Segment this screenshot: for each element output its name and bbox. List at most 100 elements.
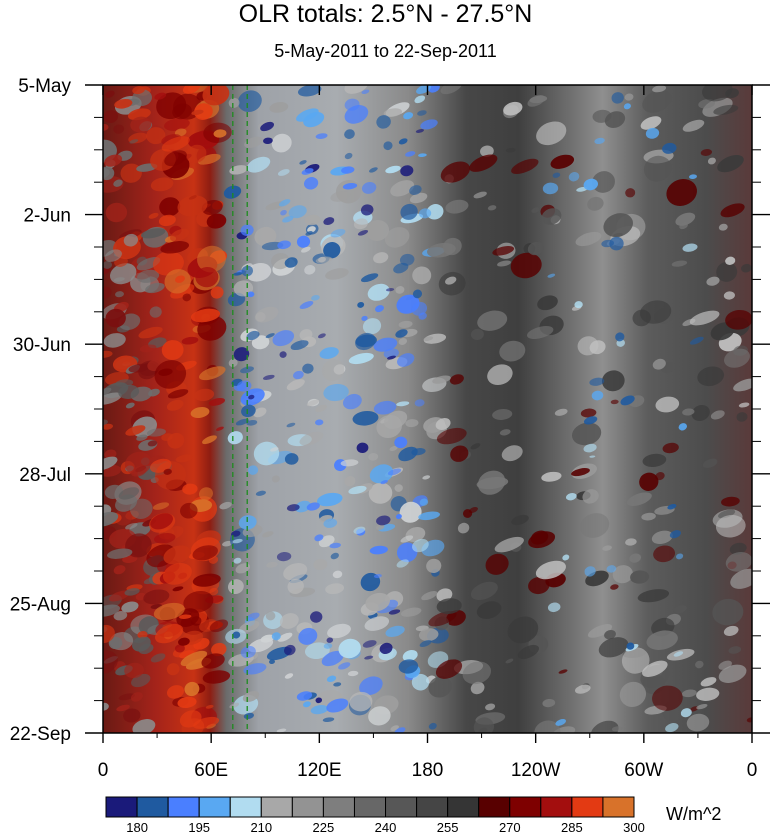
field-blob <box>310 611 323 623</box>
field-blob <box>718 664 747 683</box>
field-blob <box>210 286 224 299</box>
field-blob <box>399 253 415 266</box>
field-blob <box>115 291 124 298</box>
field-blob <box>724 348 750 368</box>
field-blob <box>449 374 464 385</box>
field-blob <box>355 332 376 351</box>
field-blob <box>420 119 438 130</box>
x-tick-label: 0 <box>747 760 758 781</box>
field-blob <box>304 642 330 660</box>
field-blob <box>604 629 616 640</box>
field-blob <box>183 590 214 613</box>
colorbar-box <box>478 796 511 818</box>
field-blob <box>652 358 666 370</box>
field-blob <box>639 472 659 491</box>
field-blob <box>164 118 190 131</box>
field-blob <box>469 154 498 172</box>
field-blob <box>409 192 428 204</box>
field-blob <box>332 570 343 579</box>
field-blob <box>202 670 231 684</box>
field-blob <box>104 249 122 262</box>
field-blob <box>301 168 314 175</box>
field-blob <box>290 340 309 351</box>
field-blob <box>365 592 390 612</box>
field-blob <box>181 336 199 345</box>
field-blob <box>395 329 408 338</box>
field-blob <box>105 308 126 328</box>
field-blob <box>161 340 184 360</box>
field-blob <box>113 124 125 134</box>
field-blob <box>624 93 634 101</box>
field-blob <box>174 128 187 137</box>
field-blob <box>398 320 413 328</box>
field-blob <box>315 256 333 264</box>
field-blob <box>571 422 602 446</box>
field-blob <box>686 713 710 732</box>
field-blob <box>542 698 556 708</box>
field-blob <box>527 95 545 107</box>
field-blob <box>113 565 126 575</box>
field-blob <box>653 545 676 563</box>
field-blob <box>579 513 610 538</box>
colorbar-box <box>353 796 387 818</box>
field-blob <box>583 178 599 191</box>
field-blob <box>361 181 377 194</box>
x-axis: 0 60E 120E 180 120W 60W 0 <box>98 85 758 781</box>
field-blob <box>422 475 431 480</box>
field-blob <box>415 129 424 133</box>
colorbar-box <box>229 796 262 818</box>
field-blob <box>286 422 296 428</box>
field-blob <box>342 182 358 190</box>
colorbar-units: W/m^2 <box>666 804 721 824</box>
field-blob <box>330 190 351 202</box>
field-blob <box>213 129 227 138</box>
field-blob <box>277 632 293 642</box>
field-blob <box>152 502 170 510</box>
field-blob <box>389 445 398 452</box>
field-blob <box>651 530 673 545</box>
colorbar-box <box>136 796 169 818</box>
field-blob <box>675 212 696 226</box>
field-blob <box>402 649 418 662</box>
field-blob <box>167 389 189 399</box>
field-blob <box>397 353 415 367</box>
field-blob <box>681 689 697 698</box>
field-blob <box>690 706 699 712</box>
field-blob <box>492 409 513 420</box>
field-blob <box>170 228 190 242</box>
x-tick-label: 60E <box>194 760 228 781</box>
field-blob <box>411 301 428 316</box>
field-blob <box>103 260 112 269</box>
field-blob <box>473 717 495 733</box>
field-blob <box>251 335 270 350</box>
field-blob <box>282 216 294 223</box>
field-blob <box>315 133 328 139</box>
field-blob <box>184 681 200 697</box>
field-blob <box>104 484 124 499</box>
field-blob <box>145 282 165 294</box>
field-blob <box>725 256 736 265</box>
field-blob <box>130 692 143 702</box>
field-blob <box>348 485 367 495</box>
field-blob <box>611 92 624 104</box>
field-blob <box>287 578 304 595</box>
field-blob <box>682 408 695 416</box>
field-blob <box>103 110 119 124</box>
field-blob <box>477 470 506 495</box>
field-blob <box>105 90 115 98</box>
field-blob <box>330 228 346 238</box>
field-blob <box>642 90 672 113</box>
field-blob <box>376 115 391 129</box>
field-blob <box>418 153 427 158</box>
field-blob <box>398 659 419 674</box>
field-blob <box>387 468 402 476</box>
field-blob <box>253 441 280 466</box>
field-blob <box>139 344 157 353</box>
field-blob <box>671 260 688 267</box>
field-blob <box>323 217 335 226</box>
field-blob <box>367 283 390 301</box>
field-blob <box>116 704 130 712</box>
field-blob <box>396 401 410 407</box>
field-blob <box>365 220 390 241</box>
field-blob <box>470 681 485 695</box>
